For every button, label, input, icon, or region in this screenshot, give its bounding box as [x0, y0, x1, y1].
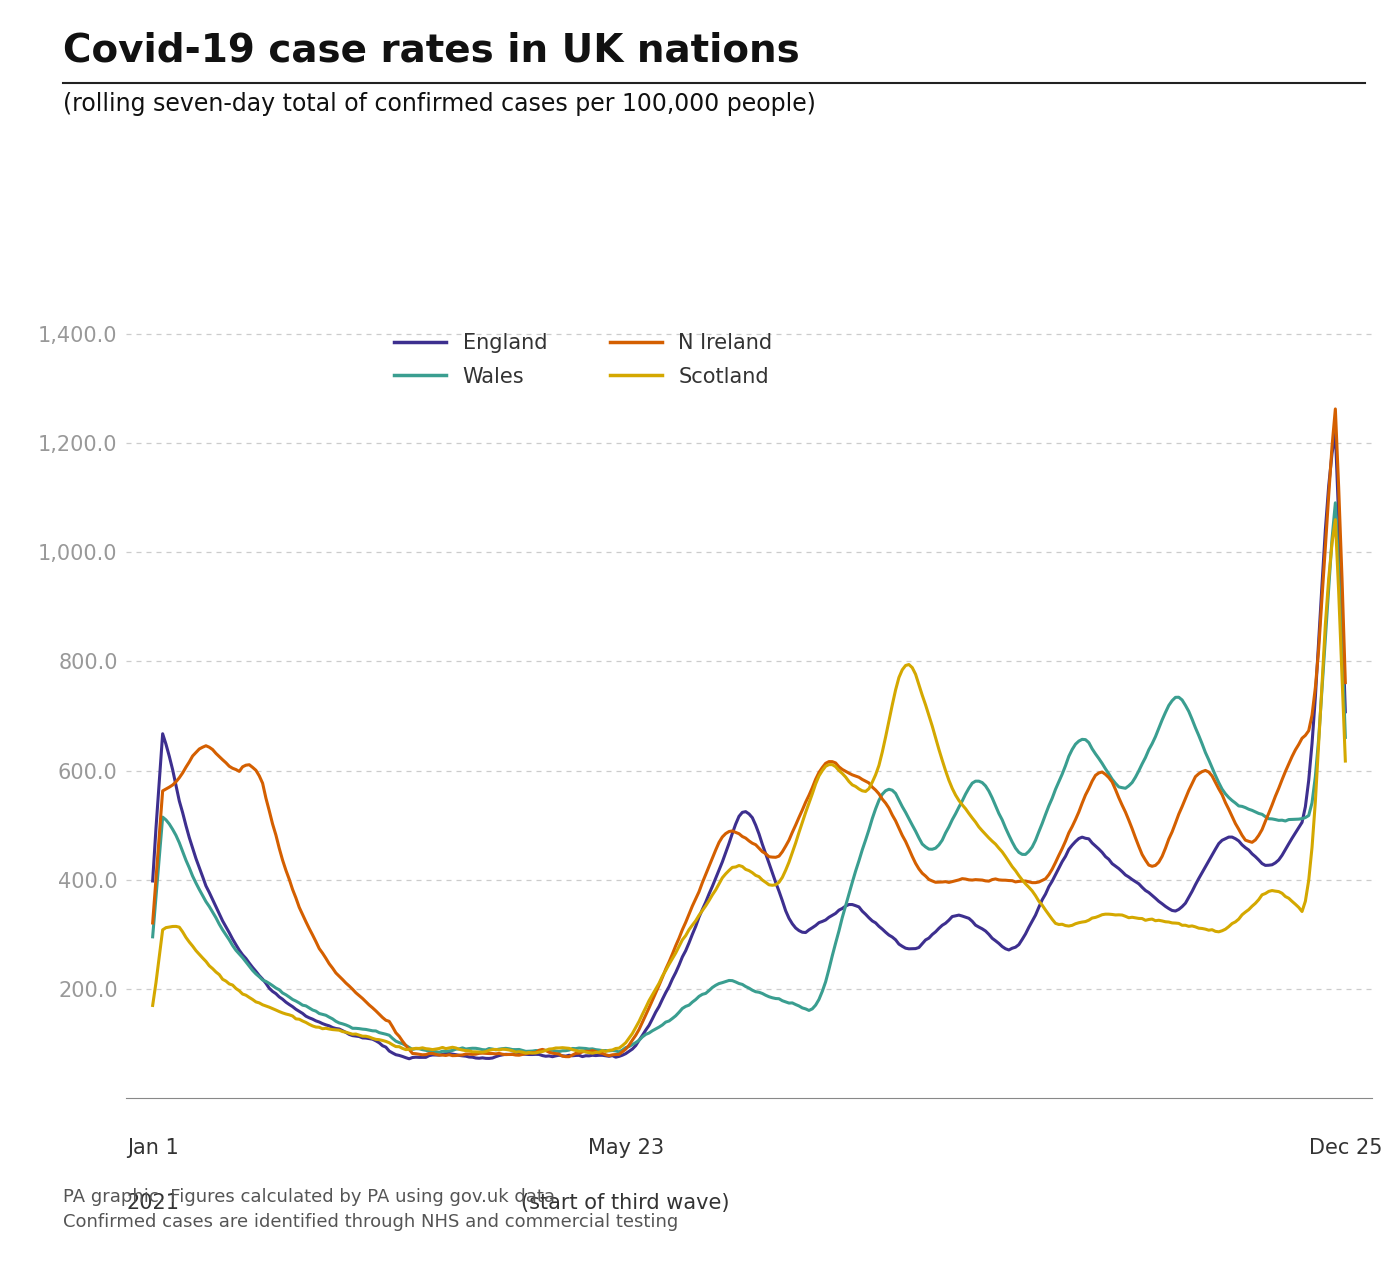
- Text: Dec 25: Dec 25: [1309, 1138, 1382, 1158]
- Text: (rolling seven-day total of confirmed cases per 100,000 people): (rolling seven-day total of confirmed ca…: [63, 92, 816, 116]
- Text: PA graphic. Figures calculated by PA using gov.uk data
Confirmed cases are ident: PA graphic. Figures calculated by PA usi…: [63, 1188, 678, 1231]
- Text: 2021: 2021: [126, 1193, 179, 1213]
- Text: (start of third wave): (start of third wave): [521, 1193, 729, 1213]
- Text: May 23: May 23: [588, 1138, 664, 1158]
- Legend: England, Wales, N Ireland, Scotland: England, Wales, N Ireland, Scotland: [385, 324, 781, 395]
- Text: Jan 1: Jan 1: [127, 1138, 179, 1158]
- Text: Covid-19 case rates in UK nations: Covid-19 case rates in UK nations: [63, 32, 799, 70]
